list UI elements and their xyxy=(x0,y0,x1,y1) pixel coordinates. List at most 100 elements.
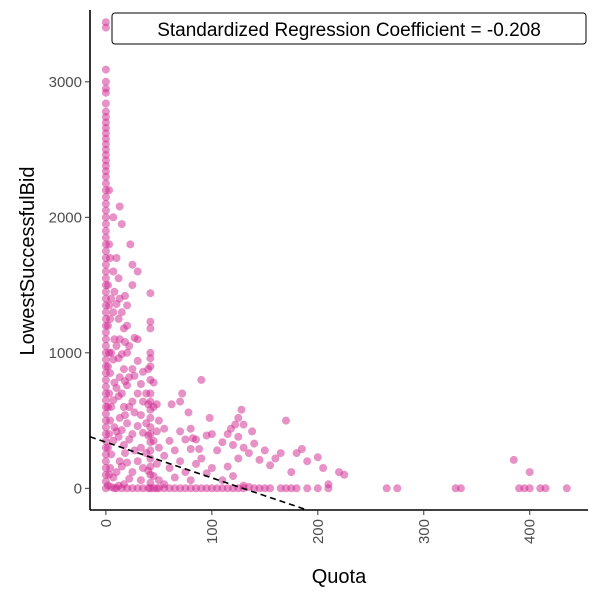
scatter-point xyxy=(146,430,155,439)
scatter-point xyxy=(101,396,110,405)
scatter-point xyxy=(101,77,110,86)
annotation-text: Standardized Regression Coefficient = -0… xyxy=(157,20,541,41)
scatter-point xyxy=(146,446,155,455)
scatter-point xyxy=(297,445,306,453)
scatter-point xyxy=(101,167,110,176)
scatter-point xyxy=(186,445,195,453)
scatter-point xyxy=(525,484,534,493)
scatter-point xyxy=(197,454,206,463)
scatter-point xyxy=(104,443,112,452)
scatter-point xyxy=(105,430,114,439)
scatter-point xyxy=(184,408,193,417)
scatter-point xyxy=(112,342,121,350)
scatter-point xyxy=(101,355,110,364)
scatter-point xyxy=(101,113,110,121)
scatter-point xyxy=(101,199,110,208)
scatter-point xyxy=(248,427,257,436)
scatter-point xyxy=(244,449,253,458)
scatter-point xyxy=(107,348,116,357)
scatter-point xyxy=(101,457,110,466)
scatter-point xyxy=(121,411,129,420)
scatter-point xyxy=(123,381,132,390)
scatter-point xyxy=(101,172,110,181)
x-tick-label: 300 xyxy=(416,519,433,544)
scatter-point xyxy=(101,342,110,350)
scatter-point xyxy=(192,435,200,444)
scatter-point xyxy=(105,240,114,249)
scatter-point xyxy=(110,287,119,296)
x-tick-label: 400 xyxy=(522,519,539,544)
scatter-point xyxy=(239,420,248,429)
scatter-point xyxy=(115,202,124,211)
scatter-point xyxy=(207,464,216,472)
scatter-point xyxy=(104,321,112,330)
scatter-point xyxy=(218,438,227,447)
scatter-point xyxy=(176,457,185,466)
scatter-point xyxy=(117,220,126,229)
scatter-point xyxy=(121,291,129,300)
scatter-point xyxy=(136,476,145,485)
scatter-point xyxy=(260,446,269,455)
scatter-point xyxy=(229,472,237,481)
scatter-point xyxy=(107,403,116,411)
scatter-point xyxy=(106,416,115,425)
scatter-point xyxy=(303,484,312,493)
scatter-point xyxy=(109,213,118,222)
scatter-point xyxy=(133,356,142,365)
scatter-point xyxy=(128,260,137,269)
scatter-point xyxy=(101,206,110,215)
scatter-point xyxy=(181,435,190,444)
scatter-point xyxy=(133,389,142,398)
scatter-point xyxy=(133,267,142,276)
scatter-point xyxy=(101,375,110,384)
scatter-point xyxy=(146,423,155,432)
y-axis-title: LowestSuccessfulBid xyxy=(17,167,39,356)
scatter-point xyxy=(266,484,275,493)
scatter-point xyxy=(101,247,110,256)
scatter-point xyxy=(186,476,195,485)
scatter-point xyxy=(324,484,333,493)
scatter-point xyxy=(271,454,280,463)
scatter-point xyxy=(101,382,110,391)
scatter-point xyxy=(101,213,110,222)
scatter-point xyxy=(146,362,155,371)
scatter-point xyxy=(340,470,349,479)
scatter-point xyxy=(231,420,240,429)
scatter-point xyxy=(255,455,264,464)
scatter-point xyxy=(106,314,115,323)
scatter-point xyxy=(149,378,158,387)
scatter-point xyxy=(237,405,246,414)
y-tick-label: 3000 xyxy=(49,74,82,91)
scatter-point xyxy=(229,441,237,449)
scatter-point xyxy=(109,267,118,276)
x-tick-label: 0 xyxy=(98,519,115,527)
scatter-point xyxy=(393,484,402,493)
scatter-point xyxy=(128,468,137,477)
scatter-point xyxy=(128,281,137,290)
annotation-box-border xyxy=(111,12,587,45)
scatter-point xyxy=(130,371,139,380)
scatter-point xyxy=(195,445,204,453)
scatter-point xyxy=(123,301,132,310)
x-axis-ticks: 0 100 200 300 400 xyxy=(98,510,539,544)
scatter-point xyxy=(146,389,155,398)
scatter-point xyxy=(541,484,550,493)
scatter-point xyxy=(123,321,132,330)
scatter-point xyxy=(128,397,137,406)
scatter-point xyxy=(152,427,161,436)
scatter-point xyxy=(152,400,161,409)
scatter-point xyxy=(101,274,110,283)
scatter-point xyxy=(239,443,248,452)
scatter-point xyxy=(382,484,391,493)
scatter-point xyxy=(207,430,216,439)
scatter-point xyxy=(117,426,126,435)
scatter-point xyxy=(266,461,275,470)
scatter-point xyxy=(176,427,185,436)
scatter-point xyxy=(176,397,185,406)
scatter-point xyxy=(104,362,112,371)
scatter-point xyxy=(101,335,110,344)
scatter-point xyxy=(101,409,110,418)
scatter-point xyxy=(205,413,214,422)
scatter-point xyxy=(130,446,139,455)
